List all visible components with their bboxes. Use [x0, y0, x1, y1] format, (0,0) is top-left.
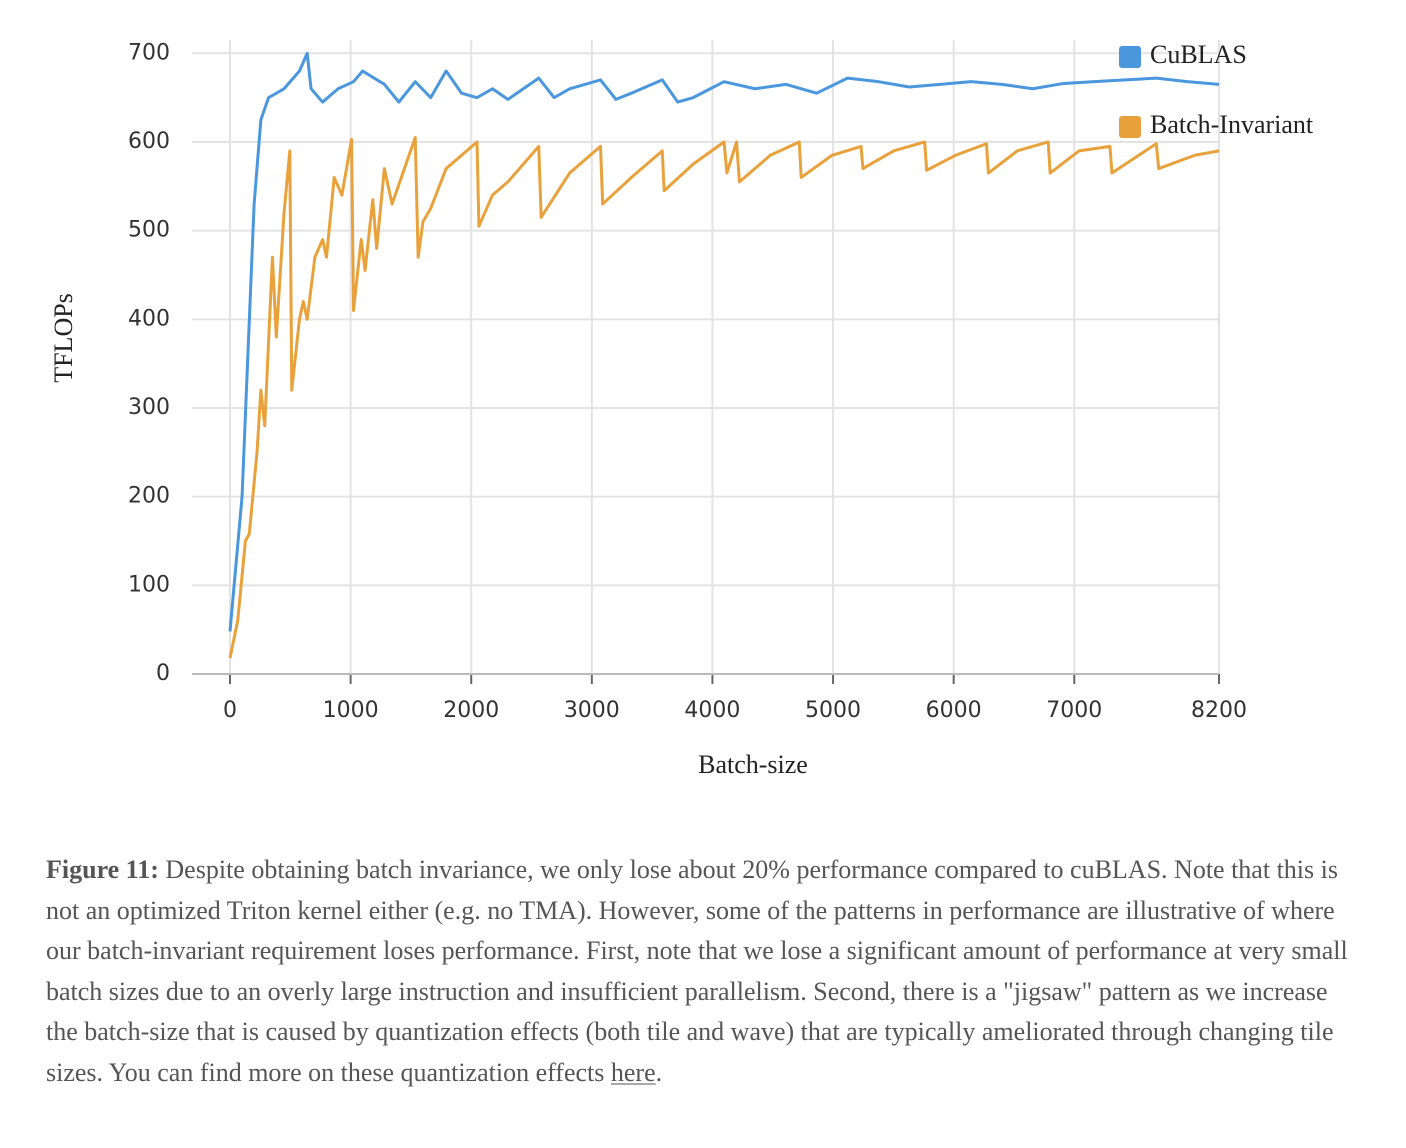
- caption-link[interactable]: here: [610, 1057, 656, 1087]
- x-tick-label: 0: [223, 698, 237, 723]
- y-tick-label: 0: [156, 661, 170, 686]
- caption-end: .: [655, 1057, 663, 1087]
- x-tick-label: 8200: [1191, 698, 1247, 723]
- x-tick-label: 7000: [1046, 698, 1102, 723]
- x-tick-label: 5000: [805, 698, 861, 723]
- y-tick-label: 300: [128, 395, 170, 420]
- y-tick-label: 200: [128, 484, 170, 509]
- caption: Figure 11: Despite obtaining batch invar…: [46, 850, 1356, 1093]
- y-tick-label: 500: [128, 218, 170, 243]
- x-tick-label: 3000: [564, 698, 620, 723]
- legend-swatch: [1119, 116, 1141, 138]
- caption-label: Figure 11:: [46, 855, 159, 884]
- y-tick-label: 700: [128, 40, 170, 65]
- legend-label: Batch-Invariant: [1150, 110, 1314, 139]
- x-tick-label: 1000: [323, 698, 379, 723]
- x-tick-label: 2000: [443, 698, 499, 723]
- y-tick-label: 600: [128, 129, 170, 154]
- series-line: [228, 136, 1220, 659]
- y-tick-label: 100: [128, 572, 170, 597]
- legend-label: CuBLAS: [1150, 40, 1247, 69]
- y-axis-label: TFLOPs: [49, 293, 78, 383]
- legend-swatch: [1119, 46, 1141, 68]
- x-tick-label: 4000: [684, 698, 740, 723]
- y-tick-label: 400: [128, 306, 170, 331]
- x-tick-label: 6000: [926, 698, 982, 723]
- series-line: [228, 51, 1220, 632]
- x-axis-label: Batch-size: [698, 750, 808, 779]
- chart: Batch-size TFLOPs 0 100 200 300 400 500 600 700…: [49, 40, 1314, 779]
- caption-text: Despite obtaining batch invariance, we o…: [46, 855, 1348, 1087]
